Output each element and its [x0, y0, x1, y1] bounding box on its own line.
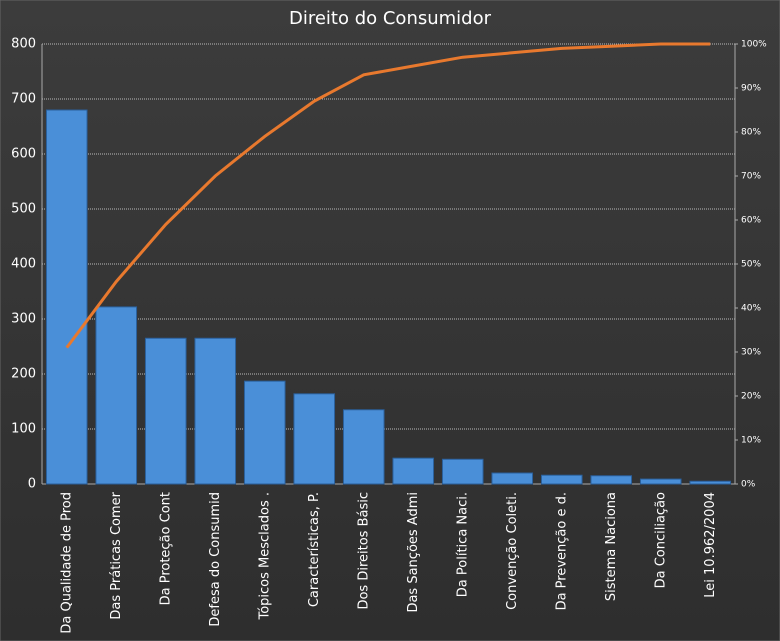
x-tick-label: Lei 10.962/2004	[703, 492, 718, 598]
bar	[392, 457, 435, 485]
bar	[293, 393, 336, 485]
x-tick-label: Convenção Coleti.	[505, 492, 520, 610]
x-tick-label: Características, P.	[307, 492, 322, 607]
bar	[243, 380, 286, 485]
bar	[342, 409, 385, 485]
y-tick-label: 700	[11, 92, 36, 107]
bar	[45, 109, 88, 485]
bar	[540, 474, 583, 485]
x-tick-label: Da Proteção Cont	[158, 492, 173, 605]
y2-tick-label: 30%	[741, 348, 761, 358]
x-tick-label: Da Política Naci.	[455, 492, 470, 597]
y2-tick-label: 40%	[741, 304, 761, 314]
y2-tick-label: 60%	[741, 216, 761, 226]
bar	[144, 337, 187, 485]
chart-title: Direito do Consumidor	[289, 8, 492, 29]
y-tick-label: 800	[11, 37, 36, 52]
bar	[590, 475, 633, 485]
x-tick-label: Defesa do Consumid	[208, 492, 223, 627]
y-tick-label: 500	[11, 202, 36, 217]
x-tick-label: Da Qualidade de Prod	[59, 492, 74, 634]
bar	[491, 472, 534, 485]
x-tick-label: Das Sanções Admi	[406, 492, 421, 613]
y-tick-label: 400	[11, 257, 36, 272]
x-tick-label: Das Práticas Comer	[109, 491, 124, 619]
x-tick-label: Da Conciliação	[653, 492, 668, 588]
y-tick-label: 300	[11, 312, 36, 327]
y-tick-label: 200	[11, 367, 36, 382]
x-tick-label: Da Prevenção e d.	[554, 492, 569, 610]
y-tick-label: 100	[11, 422, 36, 437]
y2-tick-label: 0%	[741, 480, 756, 490]
y2-tick-label: 90%	[741, 84, 761, 94]
y-tick-label: 600	[11, 147, 36, 162]
y2-tick-label: 100%	[741, 40, 767, 50]
x-tick-label: Dos Direitos Básic	[356, 492, 371, 610]
y2-tick-label: 20%	[741, 392, 761, 402]
bar	[95, 306, 138, 485]
y-tick-label: 0	[28, 477, 36, 492]
y2-tick-label: 70%	[741, 172, 761, 182]
bar	[194, 337, 237, 485]
y2-tick-label: 50%	[741, 260, 761, 270]
bar	[441, 458, 484, 485]
cumulative-line	[65, 42, 711, 349]
y2-tick-label: 10%	[741, 436, 761, 446]
x-tick-label: Sistema Naciona	[604, 492, 619, 601]
y2-tick-label: 80%	[741, 128, 761, 138]
x-tick-label: Tópicos Mesclados .	[257, 492, 272, 621]
bar	[689, 480, 732, 485]
bar	[639, 478, 682, 485]
